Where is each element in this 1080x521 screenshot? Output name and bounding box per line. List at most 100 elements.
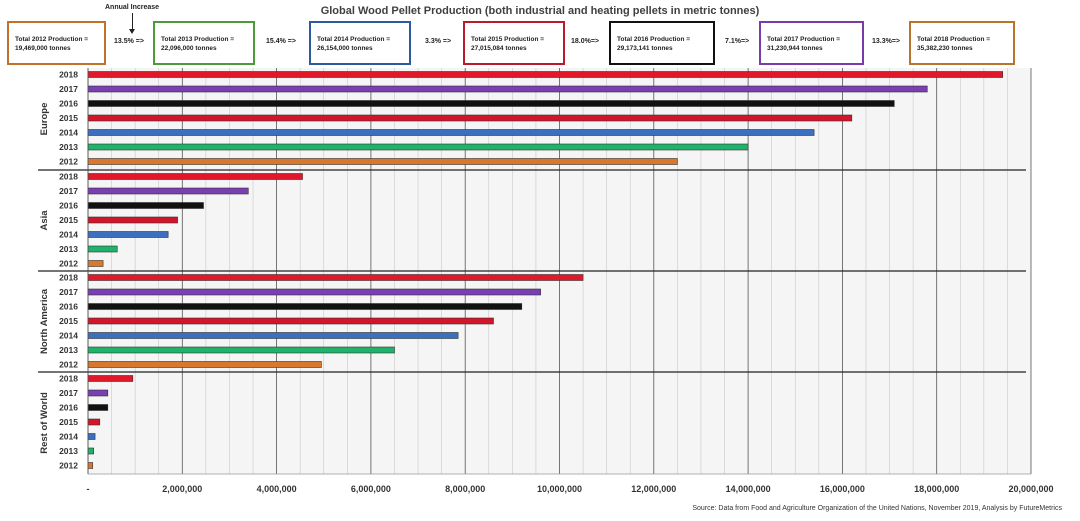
- year-label: 2013: [59, 345, 78, 355]
- year-label: 2012: [59, 461, 78, 471]
- total-2012-box: Total 2012 Production = 19,469,000 tonnes: [7, 21, 106, 65]
- total-value: 27,015,084 tonnes: [471, 45, 527, 52]
- bar-north-america-2014: [87, 332, 459, 339]
- year-label: 2015: [59, 215, 78, 225]
- total-value: 35,382,230 tonnes: [917, 45, 973, 52]
- bar-europe-2018: [87, 71, 1004, 78]
- total-2013-box: Total 2013 Production = 22,096,000 tonnes: [153, 21, 255, 65]
- year-label: 2013: [59, 244, 78, 254]
- chart-title: Global Wood Pellet Production (both indu…: [320, 5, 760, 17]
- year-label: 2016: [59, 403, 78, 413]
- x-tick-label: -: [87, 484, 90, 494]
- total-label: Total 2012 Production =: [15, 36, 89, 43]
- group-label-europe: Europe: [39, 103, 50, 136]
- year-label: 2016: [59, 302, 78, 312]
- bar-asia-2016: [87, 202, 204, 209]
- bar-north-america-2016: [87, 303, 523, 310]
- total-value: 29,173,141 tonnes: [617, 45, 673, 52]
- total-label: Total 2013 Production =: [161, 36, 235, 43]
- annual-increase-value: 15.4% =>: [266, 38, 296, 45]
- bar-asia-2012: [87, 260, 104, 267]
- bar-rest-of-world-2012: [87, 462, 94, 469]
- year-label: 2015: [59, 316, 78, 326]
- x-tick-label: 20,000,000: [1008, 484, 1053, 494]
- x-tick-label: 2,000,000: [162, 484, 202, 494]
- group-label-north-america: North America: [39, 288, 50, 354]
- annual-increase-value: 13.5% =>: [114, 38, 144, 45]
- bar-north-america-2015: [87, 317, 494, 325]
- annual-increase-label: Annual Increase: [105, 4, 160, 11]
- bar-europe-2015: [87, 114, 853, 122]
- year-label: 2018: [59, 273, 78, 283]
- bar-asia-2017: [87, 187, 249, 195]
- total-2017-box: Total 2017 Production = 31,230,944 tonnes: [759, 21, 864, 65]
- bar-north-america-2017: [87, 288, 541, 296]
- total-label: Total 2014 Production =: [317, 36, 391, 43]
- x-tick-label: 4,000,000: [257, 484, 297, 494]
- year-label: 2012: [59, 360, 78, 370]
- total-value: 26,154,000 tonnes: [317, 45, 373, 52]
- annual-increase-value: 13.3%=>: [872, 38, 901, 45]
- bar-rest-of-world-2015: [87, 418, 101, 426]
- total-2016-box: Total 2016 Production = 29,173,141 tonnes: [609, 21, 715, 65]
- bar-asia-2013: [87, 245, 118, 253]
- bar-asia-2018: [87, 173, 303, 180]
- bar-rest-of-world-2014: [87, 433, 96, 440]
- down-arrow-icon: [129, 13, 135, 34]
- year-label: 2013: [59, 142, 78, 152]
- bar-rest-of-world-2017: [87, 389, 109, 397]
- year-label: 2017: [59, 84, 78, 94]
- x-tick-label: 6,000,000: [351, 484, 391, 494]
- total-value: 22,096,000 tonnes: [161, 45, 217, 52]
- bar-asia-2015: [87, 216, 178, 224]
- group-label-asia: Asia: [39, 210, 50, 231]
- year-label: 2016: [59, 99, 78, 109]
- x-tick-label: 8,000,000: [445, 484, 485, 494]
- year-label: 2014: [59, 230, 78, 240]
- year-label: 2016: [59, 201, 78, 211]
- total-2014-box: Total 2014 Production = 26,154,000 tonnes: [309, 21, 411, 65]
- year-label: 2012: [59, 157, 78, 167]
- year-label: 2015: [59, 113, 78, 123]
- year-label: 2017: [59, 287, 78, 297]
- x-tick-label: 18,000,000: [914, 484, 959, 494]
- year-label: 2014: [59, 432, 78, 442]
- x-tick-label: 10,000,000: [537, 484, 582, 494]
- total-value: 31,230,944 tonnes: [767, 45, 823, 52]
- x-tick-label: 12,000,000: [631, 484, 676, 494]
- bar-rest-of-world-2018: [87, 375, 134, 382]
- bar-europe-2014: [87, 129, 815, 136]
- year-label: 2018: [59, 374, 78, 384]
- total-label: Total 2018 Production =: [917, 36, 991, 43]
- bar-north-america-2013: [87, 346, 395, 354]
- source-note: Source: Data from Food and Agriculture O…: [692, 505, 1062, 512]
- annual-increase-value: 7.1%=>: [725, 38, 750, 45]
- total-value: 19,469,000 tonnes: [15, 45, 71, 52]
- year-label: 2014: [59, 331, 78, 341]
- group-label-rest-of-world: Rest of World: [39, 392, 50, 454]
- year-label: 2015: [59, 417, 78, 427]
- annual-increase-value: 3.3% =>: [425, 38, 452, 45]
- bar-north-america-2012: [87, 361, 322, 368]
- year-label: 2014: [59, 128, 78, 138]
- bar-north-america-2018: [87, 274, 584, 281]
- total-2018-box: Total 2018 Production = 35,382,230 tonnes: [909, 21, 1015, 65]
- total-label: Total 2017 Production =: [767, 36, 841, 43]
- bar-asia-2014: [87, 231, 169, 238]
- bar-europe-2016: [87, 100, 895, 107]
- total-label: Total 2015 Production =: [471, 36, 545, 43]
- year-label: 2018: [59, 70, 78, 80]
- total-2015-box: Total 2015 Production = 27,015,084 tonnes: [463, 21, 565, 65]
- total-label: Total 2016 Production =: [617, 36, 691, 43]
- year-label: 2017: [59, 186, 78, 196]
- year-label: 2017: [59, 388, 78, 398]
- bar-europe-2013: [87, 143, 749, 151]
- year-label: 2012: [59, 259, 78, 269]
- annual-increase-value: 18.0%=>: [571, 38, 600, 45]
- bar-rest-of-world-2013: [87, 447, 94, 455]
- x-tick-label: 16,000,000: [820, 484, 865, 494]
- bar-europe-2017: [87, 85, 928, 93]
- year-label: 2013: [59, 446, 78, 456]
- year-label: 2018: [59, 172, 78, 182]
